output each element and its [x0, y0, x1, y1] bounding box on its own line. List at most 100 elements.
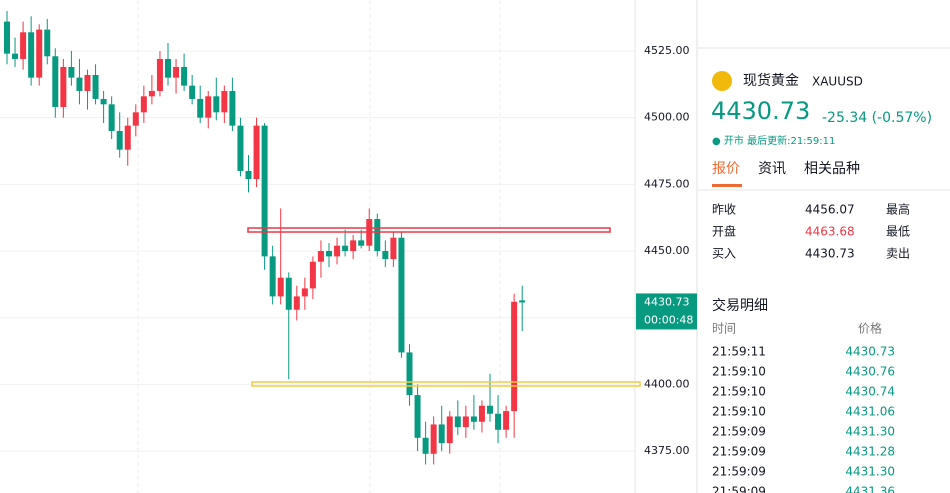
- y-tick-label: 4475.00: [644, 177, 690, 190]
- candle-body: [487, 405, 493, 414]
- tab-underline: [712, 184, 742, 187]
- candle-body: [60, 66, 67, 107]
- quote-price: 4430.73: [711, 97, 810, 125]
- candle-body: [326, 251, 332, 257]
- candle-body: [229, 90, 236, 126]
- stat-label: 开盘: [712, 224, 736, 239]
- candle-body: [245, 171, 252, 180]
- candle-body: [503, 411, 510, 430]
- candle-body: [406, 352, 413, 396]
- trade-time: 21:59:10: [712, 405, 766, 419]
- candle-body: [156, 58, 163, 91]
- trade-price: 4430.73: [845, 345, 895, 359]
- candle-body: [382, 251, 389, 260]
- candle-body: [36, 29, 43, 78]
- quote-symbol: XAUUSD: [812, 75, 863, 89]
- stat-label: 昨收: [712, 203, 736, 217]
- tab[interactable]: 报价: [712, 161, 740, 177]
- trade-price: 4431.06: [845, 405, 895, 419]
- candle-body: [462, 416, 469, 428]
- trades-title: 交易明细: [712, 297, 768, 314]
- y-tick-label: 4375.00: [644, 444, 690, 457]
- candle-body: [181, 66, 188, 86]
- quote-name: 现货黄金: [743, 72, 799, 89]
- gold-icon: [712, 71, 732, 91]
- candle-body: [414, 395, 421, 438]
- stat-value: 4456.07: [805, 203, 855, 217]
- candle-body: [374, 219, 381, 252]
- candle-body: [301, 288, 308, 297]
- stat-label: 最高: [886, 202, 910, 217]
- candle-body: [189, 85, 196, 99]
- last-price-box: [636, 293, 697, 330]
- trade-price: 4431.36: [845, 485, 895, 493]
- trade-time: 21:59:11: [712, 345, 766, 359]
- candle-body: [511, 301, 518, 412]
- support-line[interactable]: [251, 381, 641, 387]
- candle-body: [438, 424, 445, 444]
- candle-body: [519, 300, 526, 303]
- tab[interactable]: 资讯: [758, 161, 786, 177]
- tab[interactable]: 相关品种: [804, 161, 860, 177]
- trade-price: 4430.74: [845, 385, 895, 399]
- candle-body: [92, 74, 99, 99]
- candle-body: [116, 130, 123, 150]
- candle-body: [52, 56, 59, 107]
- candle-body: [12, 53, 19, 59]
- candle-body: [165, 58, 171, 78]
- trade-time: 21:59:09: [712, 465, 766, 479]
- stat-value: 4463.68: [805, 225, 855, 239]
- candle-body: [422, 437, 429, 454]
- candle-body: [293, 296, 300, 310]
- candle-body: [140, 96, 147, 113]
- y-tick-label: 4450.00: [644, 244, 690, 257]
- trade-time: 21:59:10: [712, 365, 766, 379]
- drawings: [247, 227, 641, 387]
- candle-body: [317, 251, 324, 262]
- candle-body: [4, 21, 10, 54]
- candle-body: [213, 96, 220, 113]
- stat-value: 4430.73: [805, 247, 855, 261]
- trades-header: 时间: [712, 322, 736, 336]
- candle-body: [358, 240, 365, 246]
- trade-time: 21:59:09: [712, 445, 766, 459]
- y-tick-label: 4500.00: [644, 111, 690, 124]
- candle-body: [446, 416, 453, 444]
- candle-body: [221, 90, 228, 113]
- candle-body: [108, 104, 115, 131]
- trade-price: 4431.30: [845, 425, 895, 439]
- resistance-line[interactable]: [247, 227, 611, 233]
- candle-body: [261, 125, 268, 257]
- candle-body: [68, 66, 75, 78]
- candle-body: [390, 237, 397, 260]
- candle-body: [285, 277, 292, 310]
- candle-body: [197, 98, 204, 118]
- stat-label: 最低: [886, 225, 910, 239]
- candle-body: [124, 125, 131, 150]
- trade-price: 4430.76: [845, 365, 895, 379]
- trade-time: 21:59:10: [712, 385, 766, 399]
- candle-body: [44, 29, 51, 57]
- stat-label: 卖出: [886, 247, 910, 261]
- y-tick-label: 4525.00: [644, 44, 690, 57]
- candle-body: [454, 416, 461, 428]
- candle-body: [20, 32, 27, 59]
- candle-body: [269, 256, 276, 297]
- trade-time: 21:59:09: [712, 425, 766, 439]
- candle-body: [277, 277, 284, 297]
- candle-body: [309, 261, 316, 289]
- trade-time: 21:59:09: [712, 485, 766, 493]
- candle-body: [470, 416, 477, 422]
- candle-body: [350, 240, 357, 252]
- candle-body: [478, 405, 485, 422]
- candle-body: [205, 96, 212, 118]
- countdown: 00:00:48: [644, 313, 693, 326]
- candle-body: [253, 125, 260, 180]
- candle-body: [334, 245, 341, 257]
- chart-area: [0, 0, 635, 493]
- candle-body: [76, 77, 83, 91]
- trade-price: 4431.30: [845, 465, 895, 479]
- candle-body: [495, 413, 502, 430]
